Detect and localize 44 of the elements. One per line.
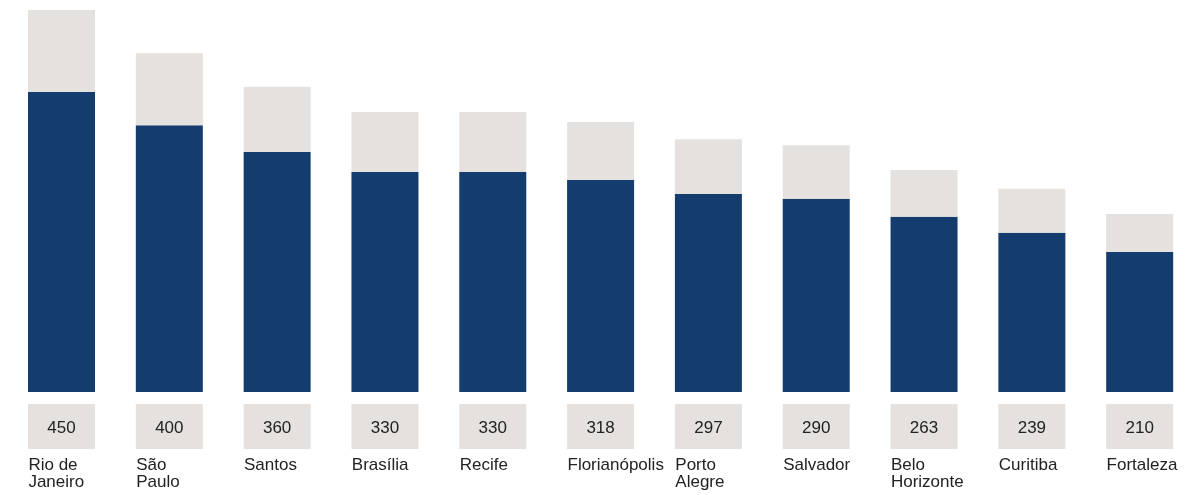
bar [28,10,95,92]
data-label: 210 [1125,418,1154,437]
bar [459,112,527,172]
x-tick-label: Brasília [351,455,410,474]
data-label: 297 [694,418,723,437]
bar [1106,252,1174,392]
x-tick-label: Recife [459,455,508,474]
data-label: 290 [802,418,831,437]
bar [459,172,527,392]
data-label: 239 [1017,418,1047,437]
bar [351,172,419,392]
x-tick-label: Fortaleza [1106,455,1178,474]
bar [243,152,311,392]
bar [1106,214,1174,252]
x-tick-label: São Paulo [136,455,180,491]
bar [890,216,958,392]
data-label: 330 [478,418,507,437]
data-label: 400 [155,418,184,437]
bar [135,53,203,126]
bar [135,125,203,392]
data-label: 263 [909,418,939,437]
x-tick-label: Porto Alegre [675,455,725,491]
bar [674,139,742,194]
x-tick-label: Santos [244,455,297,474]
data-label: 318 [586,418,615,437]
data-label: 330 [370,418,400,437]
bar [28,92,95,392]
bar [782,198,850,392]
bar [567,180,635,392]
bar [674,194,742,392]
data-label: 360 [262,418,292,437]
x-tick-label: Rio de Janeiro [28,455,85,491]
bar [567,122,635,180]
bar [998,188,1066,233]
bar [243,86,311,152]
bar [782,145,850,199]
x-tick-label: Belo Horizonte [890,455,964,491]
bar [890,170,958,217]
data-label: 450 [47,418,76,437]
bar [998,232,1066,392]
bar [351,112,419,172]
x-tick-label: Salvador [783,455,851,474]
x-tick-label: Florianópolis [567,455,664,474]
x-tick-label: Curitiba [998,455,1058,474]
